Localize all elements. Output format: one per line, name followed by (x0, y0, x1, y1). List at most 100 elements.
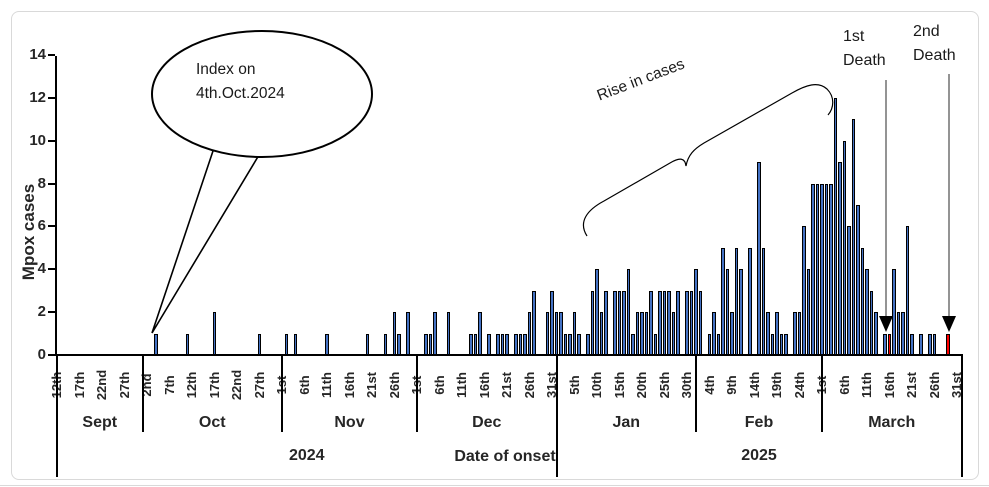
bar-nov-11 (325, 333, 329, 356)
bar-mar-6 (842, 140, 847, 356)
bar-dec-30 (545, 312, 550, 356)
bar-feb-1 (694, 269, 698, 356)
bar-feb-20 (779, 333, 784, 356)
second-death-label: 2nd Death (913, 20, 956, 68)
bar-mar-12 (869, 290, 874, 356)
bar-nov-27 (397, 333, 401, 356)
bar-mar-25 (928, 333, 932, 356)
x-tick-label-11: 6th (296, 375, 312, 395)
bar-mar-23 (919, 333, 923, 356)
y-tick-label-0: 0 (37, 346, 46, 363)
bar-jan-6 (577, 333, 581, 356)
second-death-line-2: Death (913, 47, 956, 64)
bar-feb-13 (748, 247, 752, 356)
y-tick-mark-4 (48, 268, 55, 271)
x-tick-label-21: 26th (521, 371, 537, 399)
x-tick-label-23: 5th (566, 375, 582, 395)
bar-mar-1 (820, 183, 824, 356)
x-tick-label-7: 17th (206, 371, 222, 399)
x-tick-label-6: 12th (184, 371, 199, 399)
axis-separator-170 (821, 355, 823, 432)
bar-dec-24 (518, 333, 523, 356)
bar-mar-17 (892, 269, 896, 356)
bar-mar-26 (932, 333, 937, 356)
bar-dec-25 (523, 333, 527, 356)
bar-jan-25 (662, 290, 667, 356)
bar-feb-25 (802, 226, 806, 356)
bar-jan-8 (586, 333, 590, 356)
bar-dec-15 (478, 312, 482, 356)
month-label-jan: Jan (612, 414, 641, 431)
axis-separator-111 (555, 355, 558, 477)
x-tick-label-33: 24th (791, 371, 807, 399)
bar-dec-26 (527, 312, 532, 356)
bar-mar-21 (910, 333, 914, 356)
x-axis-line (55, 354, 963, 356)
x-axis-title: Date of onset (454, 448, 556, 465)
x-tick-label-35: 6th (836, 375, 852, 395)
bar-feb-15 (757, 162, 761, 356)
y-tick-mark-8 (48, 182, 55, 185)
bar-jan-18 (631, 333, 635, 356)
x-tick-label-38: 21st (904, 371, 919, 399)
bar-jan-12 (604, 290, 608, 356)
bar-mar-11 (865, 269, 869, 356)
y-tick-mark-10 (48, 139, 55, 142)
bar-jan-31 (689, 290, 694, 356)
bar-feb-18 (770, 333, 775, 356)
callout-line-2: 4th.Oct.2024 (196, 85, 285, 102)
bar-mar-15 (883, 333, 887, 356)
bar-feb-17 (766, 312, 770, 356)
bar-oct-17 (212, 312, 217, 356)
year-label-2024: 2024 (288, 447, 325, 464)
y-tick-label-14: 14 (29, 45, 46, 63)
x-tick-label-8: 22nd (229, 369, 244, 401)
x-tick-label-26: 20th (634, 371, 649, 399)
second-death-line-1: 2nd (913, 23, 940, 40)
first-death-line-1: 1st (843, 28, 865, 45)
bar-nov-20 (365, 333, 370, 356)
bar-jan-28 (676, 290, 680, 356)
bar-feb-6 (716, 333, 721, 356)
month-label-march: March (868, 414, 916, 431)
x-tick-label-28: 30th (679, 371, 694, 399)
y-tick-label-10: 10 (29, 131, 46, 149)
x-tick-label-15: 26th (386, 371, 402, 399)
figure-border (11, 11, 979, 480)
axis-separator-142 (695, 355, 697, 432)
bar-feb-9 (730, 312, 734, 356)
bar-feb-5 (712, 312, 716, 356)
month-label-feb: Feb (744, 414, 774, 431)
bar-mar-9 (856, 204, 860, 356)
y-tick-mark-6 (48, 225, 55, 228)
bar-nov-24 (383, 333, 388, 356)
bar-feb-19 (775, 312, 779, 356)
x-tick-label-1: 17th (71, 371, 87, 399)
bar-jan-21 (644, 312, 649, 356)
y-tick-label-8: 8 (37, 174, 46, 192)
x-tick-label-31: 14th (746, 371, 762, 399)
bar-mar-18 (896, 312, 901, 356)
bar-feb-23 (793, 312, 797, 356)
month-label-sept: Sept (82, 414, 118, 431)
bar-jan-2 (559, 312, 563, 356)
bar-nov-4 (293, 333, 298, 356)
bar-dec-13 (469, 333, 473, 356)
y-tick-mark-0 (48, 354, 55, 356)
x-tick-label-20: 21st (499, 371, 514, 399)
x-tick-label-36: 11th (859, 372, 874, 399)
first-death-label: 1st Death (843, 25, 886, 73)
x-tick-label-39: 26th (926, 371, 942, 399)
bar-nov-2 (284, 333, 289, 356)
year-label-2025: 2025 (741, 447, 777, 464)
bar-dec-27 (532, 290, 536, 356)
bar-dec-8 (446, 312, 451, 356)
first-death-line-2: Death (843, 52, 886, 69)
x-tick-label-18: 11th (454, 372, 469, 399)
bar-jan-27 (671, 312, 676, 356)
x-tick-label-17: 6th (431, 375, 447, 395)
x-tick-label-30: 9th (724, 375, 739, 395)
bar-jan-10 (595, 269, 599, 356)
x-tick-label-14: 21st (364, 371, 379, 399)
y-tick-mark-2 (48, 311, 55, 314)
